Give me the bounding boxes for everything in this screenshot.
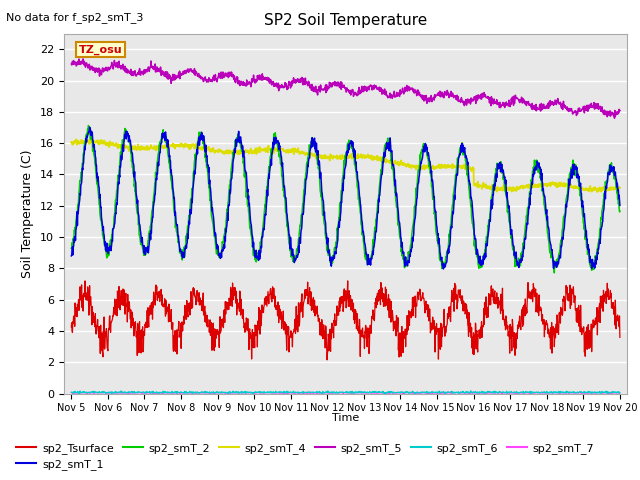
sp2_Tsurface bbox=[503, 325, 511, 331]
X-axis label: Time: Time bbox=[332, 413, 359, 423]
Line: sp2_smT_4: sp2_smT_4 bbox=[71, 139, 620, 192]
Line: sp2_smT_2: sp2_smT_2 bbox=[71, 125, 620, 273]
sp2_smT_7 bbox=[499, 391, 506, 397]
sp2_smT_5 bbox=[616, 108, 624, 113]
sp2_smT_7 bbox=[190, 390, 198, 396]
sp2_smT_6 bbox=[552, 389, 559, 395]
Title: SP2 Soil Temperature: SP2 Soil Temperature bbox=[264, 13, 428, 28]
sp2_smT_2 bbox=[252, 257, 259, 263]
sp2_smT_5 bbox=[177, 72, 184, 78]
sp2_smT_2 bbox=[503, 194, 511, 200]
sp2_smT_2 bbox=[177, 250, 184, 256]
sp2_smT_5 bbox=[67, 61, 75, 67]
sp2_smT_6 bbox=[467, 388, 475, 394]
sp2_smT_4 bbox=[252, 149, 259, 155]
sp2_smT_1 bbox=[190, 178, 198, 184]
sp2_smT_1 bbox=[552, 263, 559, 268]
sp2_smT_2 bbox=[616, 208, 624, 214]
sp2_smT_4 bbox=[177, 144, 184, 149]
sp2_smT_4 bbox=[67, 140, 75, 145]
sp2_smT_5 bbox=[79, 56, 87, 62]
sp2_Tsurface bbox=[177, 331, 184, 336]
sp2_smT_6 bbox=[189, 389, 197, 395]
sp2_smT_6 bbox=[176, 390, 184, 396]
sp2_smT_2 bbox=[550, 270, 558, 276]
sp2_Tsurface bbox=[252, 322, 259, 328]
sp2_smT_6 bbox=[616, 390, 624, 396]
sp2_smT_7 bbox=[431, 390, 439, 396]
sp2_smT_6 bbox=[431, 390, 438, 396]
sp2_smT_5 bbox=[190, 68, 198, 74]
sp2_smT_6 bbox=[251, 390, 259, 396]
sp2_smT_1 bbox=[440, 266, 447, 272]
sp2_smT_4 bbox=[190, 143, 198, 148]
sp2_smT_7 bbox=[100, 389, 108, 395]
sp2_smT_7 bbox=[552, 390, 559, 396]
Line: sp2_smT_7: sp2_smT_7 bbox=[71, 392, 620, 394]
sp2_Tsurface bbox=[552, 335, 559, 341]
Legend: sp2_Tsurface, sp2_smT_1, sp2_smT_2, sp2_smT_4, sp2_smT_5, sp2_smT_6, sp2_smT_7: sp2_Tsurface, sp2_smT_1, sp2_smT_2, sp2_… bbox=[12, 438, 598, 474]
sp2_smT_2 bbox=[190, 168, 198, 174]
sp2_smT_1 bbox=[86, 124, 93, 130]
sp2_Tsurface bbox=[67, 324, 75, 330]
sp2_smT_5 bbox=[503, 102, 511, 108]
sp2_smT_7 bbox=[252, 390, 259, 396]
sp2_Tsurface bbox=[616, 335, 624, 340]
sp2_smT_4 bbox=[551, 180, 559, 186]
sp2_smT_4 bbox=[503, 186, 511, 192]
sp2_smT_5 bbox=[252, 80, 259, 86]
sp2_smT_6 bbox=[67, 389, 75, 395]
sp2_smT_5 bbox=[611, 115, 618, 121]
Text: TZ_osu: TZ_osu bbox=[79, 44, 122, 55]
sp2_smT_2 bbox=[84, 122, 92, 128]
sp2_smT_4 bbox=[616, 185, 624, 191]
Line: sp2_smT_5: sp2_smT_5 bbox=[71, 59, 620, 118]
sp2_Tsurface bbox=[81, 278, 89, 284]
sp2_Tsurface bbox=[190, 292, 198, 298]
sp2_Tsurface bbox=[431, 327, 439, 333]
sp2_smT_1 bbox=[252, 254, 259, 260]
Line: sp2_smT_1: sp2_smT_1 bbox=[71, 127, 620, 269]
Text: No data for f_sp2_smT_3: No data for f_sp2_smT_3 bbox=[6, 12, 144, 23]
Line: sp2_smT_6: sp2_smT_6 bbox=[71, 391, 620, 394]
sp2_smT_5 bbox=[431, 95, 439, 100]
sp2_smT_1 bbox=[616, 203, 624, 208]
sp2_smT_4 bbox=[431, 164, 439, 170]
sp2_Tsurface bbox=[323, 357, 331, 363]
sp2_smT_2 bbox=[67, 245, 75, 251]
sp2_smT_2 bbox=[552, 264, 559, 270]
sp2_smT_1 bbox=[431, 207, 439, 213]
sp2_smT_1 bbox=[177, 246, 184, 252]
sp2_smT_1 bbox=[503, 190, 511, 195]
sp2_smT_1 bbox=[67, 253, 75, 259]
sp2_smT_5 bbox=[551, 97, 559, 103]
sp2_smT_4 bbox=[593, 189, 601, 195]
sp2_smT_4 bbox=[87, 136, 95, 142]
sp2_smT_6 bbox=[449, 391, 456, 397]
Y-axis label: Soil Temperature (C): Soil Temperature (C) bbox=[22, 149, 35, 278]
Line: sp2_Tsurface: sp2_Tsurface bbox=[71, 281, 620, 360]
sp2_smT_7 bbox=[616, 390, 624, 396]
sp2_smT_7 bbox=[67, 389, 75, 395]
sp2_smT_6 bbox=[503, 390, 511, 396]
sp2_smT_2 bbox=[431, 216, 439, 222]
sp2_smT_7 bbox=[177, 390, 184, 396]
sp2_smT_7 bbox=[503, 390, 511, 396]
